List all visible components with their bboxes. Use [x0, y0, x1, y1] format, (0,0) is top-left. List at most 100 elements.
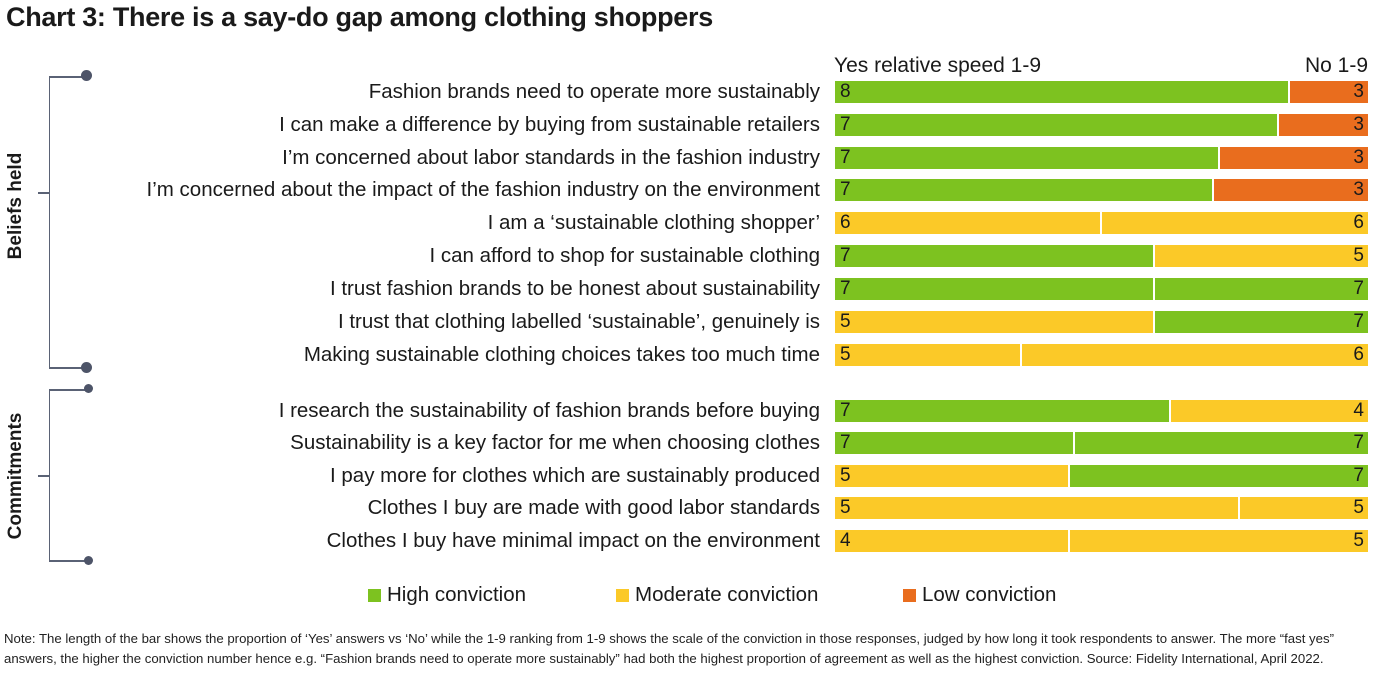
yes-score-label: 7: [840, 179, 851, 200]
no-score-label: 7: [1353, 432, 1364, 453]
yes-score-label: 5: [840, 497, 851, 518]
commitments-bracket-top-dot: [84, 384, 93, 393]
row-label: Sustainability is a key factor for me wh…: [290, 431, 820, 454]
chart-note: Note: The length of the bar shows the pr…: [4, 631, 1334, 666]
bar-segment-no: 7: [1075, 432, 1368, 454]
no-score-label: 6: [1353, 212, 1364, 233]
chart-row: I can afford to shop for sustainable clo…: [0, 240, 1386, 272]
bar-segment-yes: 7: [835, 179, 1214, 201]
chart-row: Making sustainable clothing choices take…: [0, 339, 1386, 371]
legend-label: High conviction: [387, 583, 527, 606]
legend-swatch: [368, 588, 381, 602]
bar-segment-no: 6: [1102, 212, 1368, 234]
no-score-label: 5: [1353, 530, 1364, 551]
chart-row: Clothes I buy have minimal impact on the…: [0, 525, 1386, 557]
yes-score-label: 4: [840, 530, 851, 551]
bar-segment-yes: 8: [835, 81, 1290, 103]
chart-row: Clothes I buy are made with good labor s…: [0, 492, 1386, 524]
bar-segment-no: 5: [1240, 497, 1368, 519]
bar-segment-no: 3: [1290, 81, 1368, 103]
bar-segment-no: 3: [1214, 179, 1368, 201]
bar-segment-yes: 5: [835, 497, 1240, 519]
row-label: Making sustainable clothing choices take…: [303, 343, 820, 366]
bar-segment-yes: 7: [835, 278, 1155, 300]
bar-segment-yes: 5: [835, 344, 1022, 366]
bar-segment-no: 5: [1155, 245, 1368, 267]
no-score-label: 3: [1353, 114, 1364, 135]
commitments-bracket-bottom: [49, 560, 87, 562]
bar-segment-no: 4: [1171, 400, 1368, 422]
bar-segment-no: 7: [1155, 278, 1368, 300]
chart-row: I am a ‘sustainable clothing shopper’ 6 6: [0, 207, 1386, 239]
beliefs-bracket-top-dot: [81, 70, 92, 81]
bar-segment-yes: 4: [835, 530, 1070, 552]
yes-score-label: 5: [840, 344, 851, 365]
bar-segment-no: 3: [1220, 147, 1368, 169]
bar-segment-yes: 5: [835, 465, 1070, 487]
no-score-label: 3: [1353, 81, 1364, 102]
bar-segment-yes: 7: [835, 245, 1155, 267]
no-score-label: 3: [1353, 179, 1364, 200]
beliefs-bracket-tick: [38, 192, 50, 194]
row-label: I can make a difference by buying from s…: [279, 113, 820, 136]
beliefs-bracket-line: [49, 76, 86, 368]
legend-item-moderate: Moderate conviction: [616, 580, 818, 610]
yes-score-label: 7: [840, 147, 851, 168]
row-label: I am a ‘sustainable clothing shopper’: [487, 211, 820, 234]
chart-row: I’m concerned about labor standards in t…: [0, 142, 1386, 174]
no-score-label: 7: [1353, 311, 1364, 332]
yes-score-label: 7: [840, 278, 851, 299]
legend: High conviction Moderate conviction Low co…: [0, 580, 1386, 610]
chart-row: Fashion brands need to operate more sust…: [0, 76, 1386, 108]
chart-row: Sustainability is a key factor for me wh…: [0, 427, 1386, 459]
row-label: Fashion brands need to operate more sust…: [368, 80, 820, 103]
no-column-header: No 1-9: [1304, 54, 1368, 77]
bar-segment-yes: 5: [835, 311, 1155, 333]
yes-score-label: 7: [840, 114, 851, 135]
no-score-label: 3: [1353, 147, 1364, 168]
chart-row: I trust fashion brands to be honest abou…: [0, 273, 1386, 305]
bar-segment-yes: 7: [835, 400, 1171, 422]
row-label: Clothes I buy are made with good labor s…: [367, 496, 820, 519]
yes-score-label: 5: [840, 311, 851, 332]
row-label: I can afford to shop for sustainable clo…: [429, 244, 820, 267]
legend-label: Moderate conviction: [635, 583, 819, 606]
bar-segment-yes: 7: [835, 432, 1075, 454]
legend-swatch: [903, 588, 916, 602]
legend-item-high: High conviction: [368, 580, 526, 610]
yes-score-label: 7: [840, 432, 851, 453]
legend-swatch: [616, 588, 629, 602]
no-score-label: 5: [1353, 497, 1364, 518]
chart-rows: Fashion brands need to operate more sust…: [0, 76, 1386, 557]
chart-row: I pay more for clothes which are sustain…: [0, 460, 1386, 492]
no-score-label: 5: [1353, 245, 1364, 266]
row-label: I’m concerned about the impact of the fa…: [146, 178, 820, 201]
bar-segment-no: 7: [1155, 311, 1368, 333]
legend-label: Low conviction: [922, 583, 1057, 606]
commitments-bracket-bottom-dot: [84, 556, 93, 565]
no-score-label: 7: [1353, 465, 1364, 486]
chart-row: I trust that clothing labelled ‘sustaina…: [0, 306, 1386, 338]
commitments-bracket-top: [49, 389, 87, 391]
chart-row: I research the sustainability of fashion…: [0, 395, 1386, 427]
bar-segment-no: 5: [1070, 530, 1368, 552]
beliefs-bracket-top: [49, 76, 87, 78]
no-score-label: 6: [1353, 344, 1364, 365]
yes-score-label: 7: [840, 245, 851, 266]
bar-segment-no: 6: [1022, 344, 1368, 366]
commitments-bracket-tick: [38, 475, 50, 477]
chart-title: Chart 3: There is a say-do gap among clo…: [6, 2, 713, 32]
beliefs-bracket-bottom-dot: [81, 362, 92, 373]
beliefs-bracket-bottom: [49, 367, 87, 369]
row-label: Clothes I buy have minimal impact on the…: [326, 529, 820, 552]
yes-score-label: 8: [840, 81, 851, 102]
